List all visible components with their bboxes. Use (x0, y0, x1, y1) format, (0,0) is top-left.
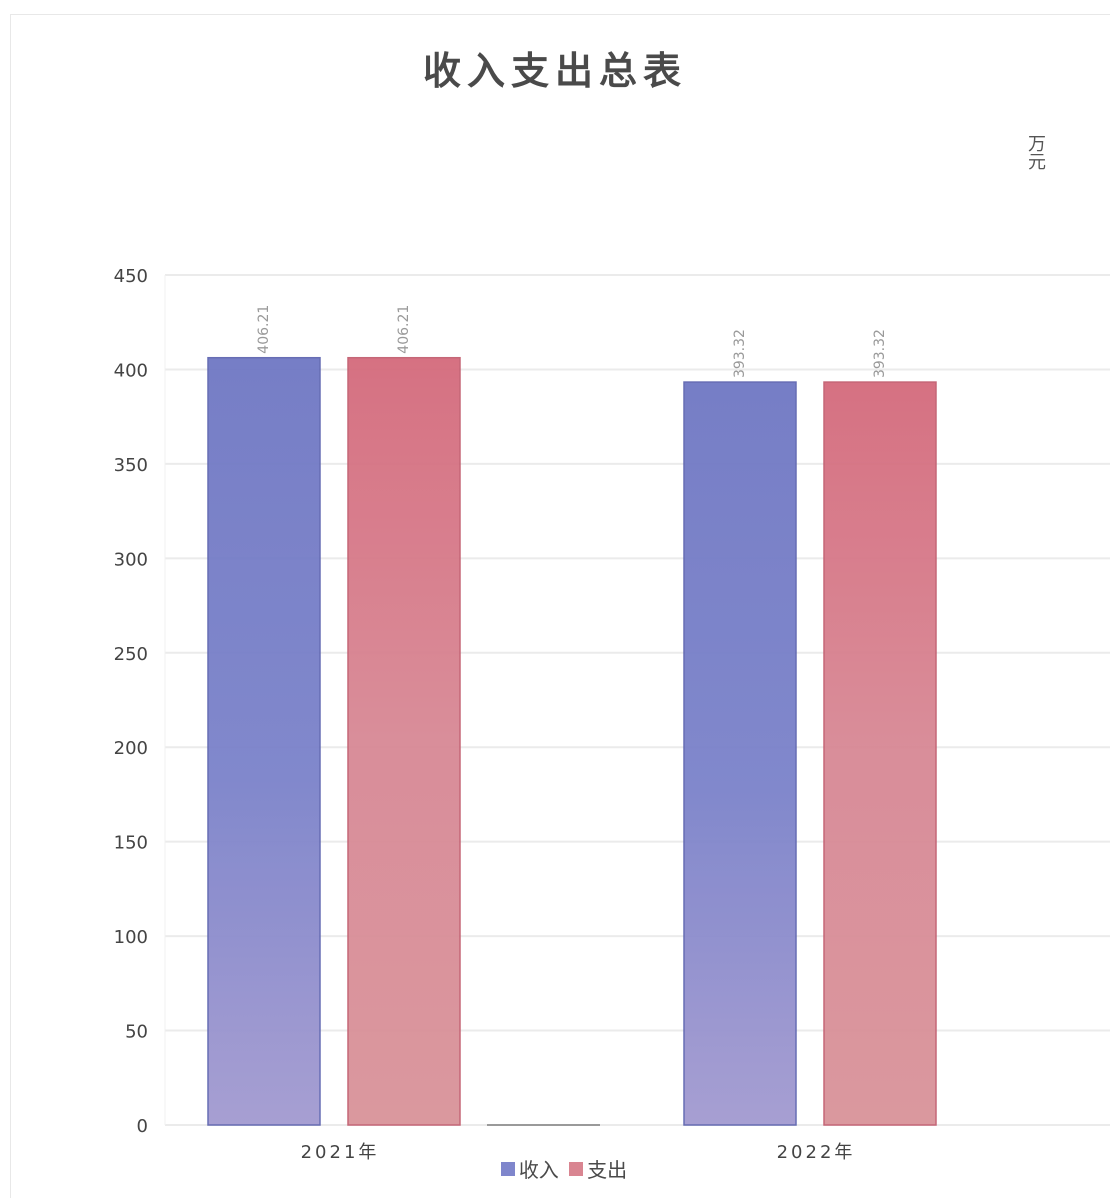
legend: 收入 支出 (0, 1154, 1110, 1183)
y-tick-label: 0 (137, 1116, 148, 1137)
gridlines (164, 274, 1110, 1126)
legend-label-income: 收入 (518, 1158, 559, 1182)
legend-swatch-expense (569, 1161, 584, 1176)
y-tick-label: 300 (114, 549, 148, 570)
legend-item-income: 收入 (500, 1154, 559, 1183)
bar-income-0 (207, 356, 321, 1126)
y-tick-label: 350 (114, 455, 148, 476)
chart-title: 收入支出总表 (422, 49, 687, 93)
bar-income-1 (683, 381, 797, 1126)
bars: 406.21 406.21 393.32 393.32 (207, 305, 937, 1126)
unit-label: 万元 (1025, 134, 1046, 170)
y-tick-label: 250 (114, 644, 148, 665)
data-label: 393.32 (872, 329, 888, 378)
legend-label-expense: 支出 (587, 1158, 628, 1182)
data-label: 406.21 (396, 305, 412, 354)
x-axis: 2021年 2022年 (301, 1124, 856, 1163)
y-tick-label: 100 (114, 927, 148, 948)
legend-swatch-income (500, 1161, 515, 1176)
legend-item-expense: 支出 (569, 1154, 627, 1183)
data-label: 406.21 (256, 305, 272, 354)
bar-expense-0 (347, 356, 461, 1126)
y-tick-label: 150 (114, 833, 148, 854)
x-tick-label: 2021年 (301, 1142, 380, 1163)
bar-expense-1 (823, 381, 937, 1126)
y-axis: 0 50 100 150 200 250 300 350 400 450 (114, 266, 148, 1137)
chart-frame (10, 14, 1110, 1198)
y-tick-label: 450 (114, 266, 148, 287)
y-tick-label: 400 (114, 360, 148, 381)
data-label: 393.32 (732, 329, 748, 378)
y-tick-label: 200 (114, 738, 148, 759)
x-tick-label: 2022年 (777, 1142, 856, 1163)
y-tick-label: 50 (125, 1022, 148, 1043)
